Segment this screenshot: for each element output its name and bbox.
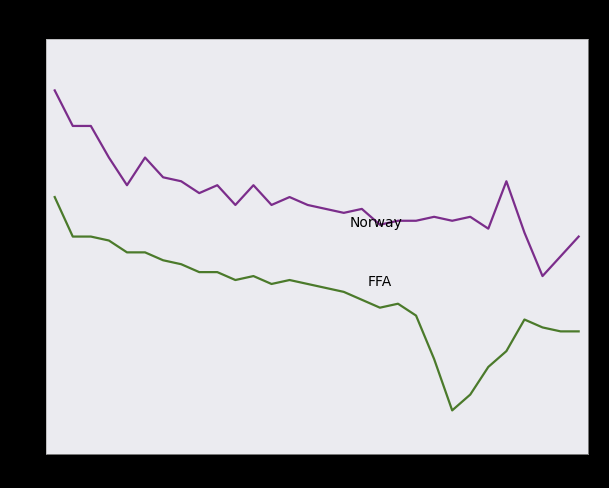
- Text: FFA: FFA: [367, 275, 392, 289]
- Text: Norway: Norway: [349, 216, 402, 230]
